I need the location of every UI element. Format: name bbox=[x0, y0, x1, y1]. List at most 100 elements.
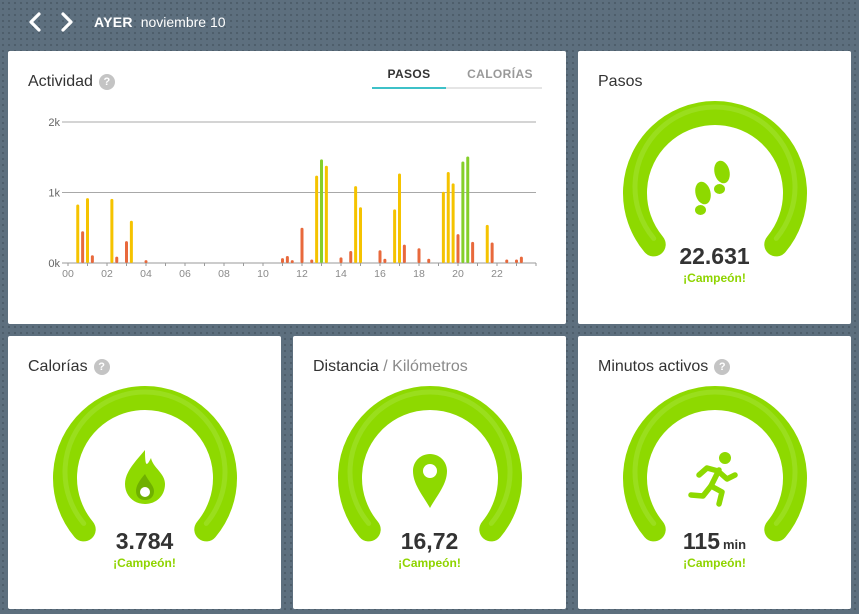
chart-bar[interactable] bbox=[320, 159, 323, 263]
chart-bar[interactable] bbox=[456, 234, 460, 263]
tab-steps[interactable]: PASOS bbox=[372, 67, 446, 89]
gauge-arc-highlight bbox=[632, 104, 798, 241]
x-tick-label: 04 bbox=[140, 268, 152, 280]
active-minutes-title-row: Minutos activos? bbox=[598, 358, 731, 376]
calories-title-row: Calorías? bbox=[28, 358, 110, 376]
help-icon[interactable]: ? bbox=[98, 74, 115, 90]
chart-bar[interactable] bbox=[383, 258, 387, 263]
chart-bar[interactable] bbox=[354, 186, 358, 263]
active-minutes-title: Minutos activos bbox=[598, 358, 709, 375]
chart-bar[interactable] bbox=[339, 257, 343, 263]
chart-bar[interactable] bbox=[129, 220, 133, 263]
chart-bar[interactable] bbox=[285, 255, 289, 263]
chart-bar[interactable] bbox=[441, 191, 445, 263]
chart-bar[interactable] bbox=[349, 251, 353, 263]
y-tick-label: 2k bbox=[48, 117, 60, 129]
x-tick-label: 20 bbox=[452, 268, 464, 280]
chart-bar[interactable] bbox=[466, 156, 470, 263]
distance-gauge bbox=[330, 378, 530, 548]
chart-bar[interactable] bbox=[519, 256, 523, 263]
active-minutes-number: 115 bbox=[682, 528, 720, 554]
chart-bar[interactable] bbox=[515, 259, 518, 263]
map-pin-icon bbox=[413, 454, 447, 508]
steps-gauge bbox=[615, 93, 815, 263]
steps-title: Pasos bbox=[598, 73, 643, 90]
chart-bar[interactable] bbox=[281, 258, 284, 263]
date-label: AYER noviembre 10 bbox=[94, 14, 226, 30]
gauge-arc-highlight bbox=[62, 389, 228, 526]
gauge-arc bbox=[338, 386, 522, 542]
x-tick-label: 22 bbox=[491, 268, 503, 280]
distance-card[interactable]: Distancia / Kilómetros 16,72 ¡Campeón! bbox=[293, 336, 566, 609]
chart-bar[interactable] bbox=[402, 244, 406, 263]
chart-bar[interactable] bbox=[315, 175, 319, 263]
chart-bar[interactable] bbox=[378, 250, 382, 263]
chart-bar[interactable] bbox=[300, 227, 304, 263]
chart-bar[interactable] bbox=[324, 165, 328, 263]
distance-unit: Kilómetros bbox=[392, 358, 468, 375]
activity-bar-chart: 0k 1k 2k 00 02 04 06 08 10 12 14 16 18 20 22 bbox=[48, 117, 537, 280]
x-tick-label: 12 bbox=[296, 268, 308, 280]
next-day-button[interactable] bbox=[54, 9, 80, 35]
distance-separator: / bbox=[378, 358, 393, 375]
distance-title: Distancia bbox=[313, 358, 379, 375]
active-minutes-unit: min bbox=[722, 537, 747, 552]
chart-bar[interactable] bbox=[115, 256, 119, 263]
gauge-arc bbox=[623, 386, 807, 542]
chart-bar[interactable] bbox=[451, 183, 455, 263]
steps-title-row: Pasos bbox=[598, 73, 642, 91]
chart-bar[interactable] bbox=[417, 248, 421, 263]
calories-value: 3.784 bbox=[115, 528, 174, 554]
help-icon[interactable]: ? bbox=[93, 359, 110, 375]
y-tick-label: 1k bbox=[48, 188, 60, 200]
x-tick-label: 16 bbox=[374, 268, 386, 280]
chevron-right-icon bbox=[61, 12, 73, 32]
chart-bar[interactable] bbox=[505, 259, 509, 263]
gauge-arc-highlight bbox=[632, 389, 798, 526]
steps-card[interactable]: Pasos 22.631 ¡Campeón! bbox=[578, 51, 851, 324]
active-minutes-value: 115 min bbox=[578, 528, 851, 555]
chart-bar[interactable] bbox=[471, 241, 475, 263]
previous-day-button[interactable] bbox=[22, 9, 48, 35]
chart-bar[interactable] bbox=[125, 241, 128, 263]
chart-bar[interactable] bbox=[290, 260, 294, 263]
x-tick-label: 18 bbox=[413, 268, 425, 280]
calories-status: ¡Campeón! bbox=[113, 556, 176, 570]
relative-day: AYER bbox=[94, 14, 133, 30]
tab-calories[interactable]: CALORÍAS bbox=[467, 67, 533, 81]
activity-tabs: PASOS CALORÍAS bbox=[372, 67, 542, 89]
help-icon[interactable]: ? bbox=[714, 359, 731, 375]
chart-bar[interactable] bbox=[461, 161, 465, 263]
running-person-icon bbox=[688, 452, 738, 507]
chart-bar[interactable] bbox=[485, 224, 489, 263]
chart-bar[interactable] bbox=[81, 231, 85, 263]
chart-bar[interactable] bbox=[86, 198, 89, 263]
calories-title: Calorías bbox=[28, 358, 88, 375]
chart-bar[interactable] bbox=[393, 209, 397, 263]
chart-bar[interactable] bbox=[90, 255, 94, 263]
active-minutes-gauge bbox=[615, 378, 815, 548]
activity-card: Actividad? PASOS CALORÍAS 0k 1k 2k 00 02 04 06… bbox=[8, 51, 566, 324]
flame-icon bbox=[125, 450, 165, 504]
distance-status: ¡Campeón! bbox=[398, 556, 461, 570]
steps-status: ¡Campeón! bbox=[683, 271, 746, 285]
chart-bar[interactable] bbox=[359, 207, 362, 263]
active-minutes-card[interactable]: Minutos activos? 115 min ¡Campeón! bbox=[578, 336, 851, 609]
full-date: noviembre 10 bbox=[140, 14, 226, 30]
chart-bar[interactable] bbox=[398, 173, 401, 263]
chart-bar[interactable] bbox=[446, 172, 450, 263]
chart-bar[interactable] bbox=[110, 198, 114, 263]
chart-bar[interactable] bbox=[76, 204, 80, 263]
gauge-arc bbox=[623, 101, 807, 257]
steps-value: 22.631 bbox=[679, 243, 750, 269]
chart-bar[interactable] bbox=[144, 260, 148, 263]
chart-bar[interactable] bbox=[490, 242, 494, 263]
top-bar: AYER noviembre 10 bbox=[0, 0, 859, 44]
y-tick-label: 0k bbox=[48, 258, 60, 270]
chart-bar[interactable] bbox=[427, 258, 431, 263]
active-minutes-status: ¡Campeón! bbox=[683, 556, 746, 570]
distance-value: 16,72 bbox=[400, 528, 459, 554]
calories-card[interactable]: Calorías? 3.784 ¡Campeón! bbox=[8, 336, 281, 609]
x-tick-label: 06 bbox=[179, 268, 191, 280]
chart-bar[interactable] bbox=[310, 259, 314, 263]
